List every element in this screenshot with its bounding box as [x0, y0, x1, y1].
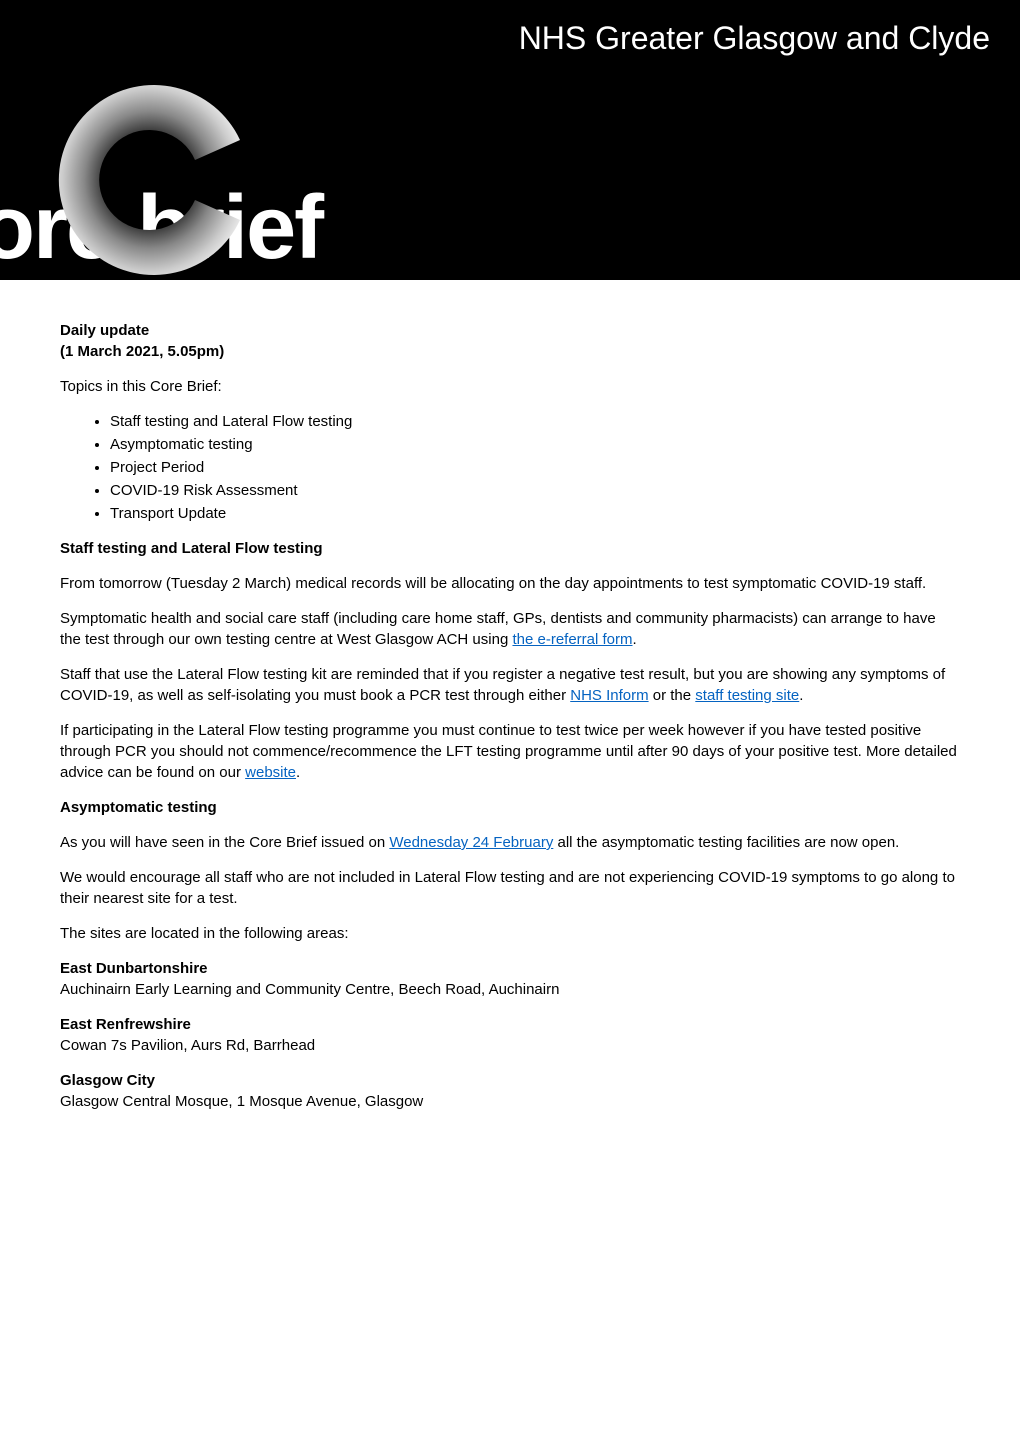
staff-testing-p4: If participating in the Lateral Flow tes…	[60, 720, 960, 783]
asymptomatic-p1: As you will have seen in the Core Brief …	[60, 832, 960, 853]
staff-testing-p2: Symptomatic health and social care staff…	[60, 608, 960, 650]
wednesday-link[interactable]: Wednesday 24 February	[389, 834, 553, 851]
asymptomatic-p2: We would encourage all staff who are not…	[60, 867, 960, 909]
banner-logo: ore brief	[40, 177, 322, 280]
topic-item: Staff testing and Lateral Flow testing	[110, 411, 960, 432]
location-heading: East Dunbartonshire	[60, 958, 960, 979]
location-east-dunbartonshire: East Dunbartonshire Auchinairn Early Lea…	[60, 958, 960, 1000]
location-east-renfrewshire: East Renfrewshire Cowan 7s Pavilion, Aur…	[60, 1014, 960, 1056]
nhs-inform-link[interactable]: NHS Inform	[570, 687, 648, 704]
location-heading: East Renfrewshire	[60, 1014, 960, 1035]
topic-item: Project Period	[110, 457, 960, 478]
text-span: Symptomatic health and social care staff…	[60, 610, 936, 648]
location-address: Auchinairn Early Learning and Community …	[60, 979, 960, 1000]
staff-testing-site-link[interactable]: staff testing site	[695, 687, 799, 704]
banner: NHS Greater Glasgow and Clyde ore brief	[0, 0, 1020, 280]
staff-testing-p1: From tomorrow (Tuesday 2 March) medical …	[60, 573, 960, 594]
text-span: .	[633, 631, 637, 648]
topic-item: Asymptomatic testing	[110, 434, 960, 455]
daily-update-header: Daily update (1 March 2021, 5.05pm)	[60, 320, 960, 362]
banner-org-name: NHS Greater Glasgow and Clyde	[519, 20, 990, 57]
website-link[interactable]: website	[245, 764, 296, 781]
text-span: .	[799, 687, 803, 704]
content: Daily update (1 March 2021, 5.05pm) Topi…	[0, 280, 1020, 1166]
topic-item: COVID-19 Risk Assessment	[110, 480, 960, 501]
text-span: As you will have seen in the Core Brief …	[60, 834, 389, 851]
location-glasgow-city: Glasgow City Glasgow Central Mosque, 1 M…	[60, 1070, 960, 1112]
staff-testing-p3: Staff that use the Lateral Flow testing …	[60, 664, 960, 706]
staff-testing-heading: Staff testing and Lateral Flow testing	[60, 538, 960, 559]
topics-list: Staff testing and Lateral Flow testing A…	[110, 411, 960, 524]
c-icon	[40, 60, 280, 280]
location-address: Glasgow Central Mosque, 1 Mosque Avenue,…	[60, 1091, 960, 1112]
topic-item: Transport Update	[110, 503, 960, 524]
text-span: all the asymptomatic testing facilities …	[553, 834, 899, 851]
text-span: or the	[649, 687, 696, 704]
text-span: If participating in the Lateral Flow tes…	[60, 722, 957, 781]
asymptomatic-p3: The sites are located in the following a…	[60, 923, 960, 944]
location-address: Cowan 7s Pavilion, Aurs Rd, Barrhead	[60, 1035, 960, 1056]
header-title-line2: (1 March 2021, 5.05pm)	[60, 341, 960, 362]
topics-intro: Topics in this Core Brief:	[60, 376, 960, 397]
text-span: .	[296, 764, 300, 781]
location-heading: Glasgow City	[60, 1070, 960, 1091]
e-referral-link[interactable]: the e-referral form	[512, 631, 632, 648]
text-span: Staff that use the Lateral Flow testing …	[60, 666, 945, 704]
header-title-line1: Daily update	[60, 320, 960, 341]
asymptomatic-heading: Asymptomatic testing	[60, 797, 960, 818]
